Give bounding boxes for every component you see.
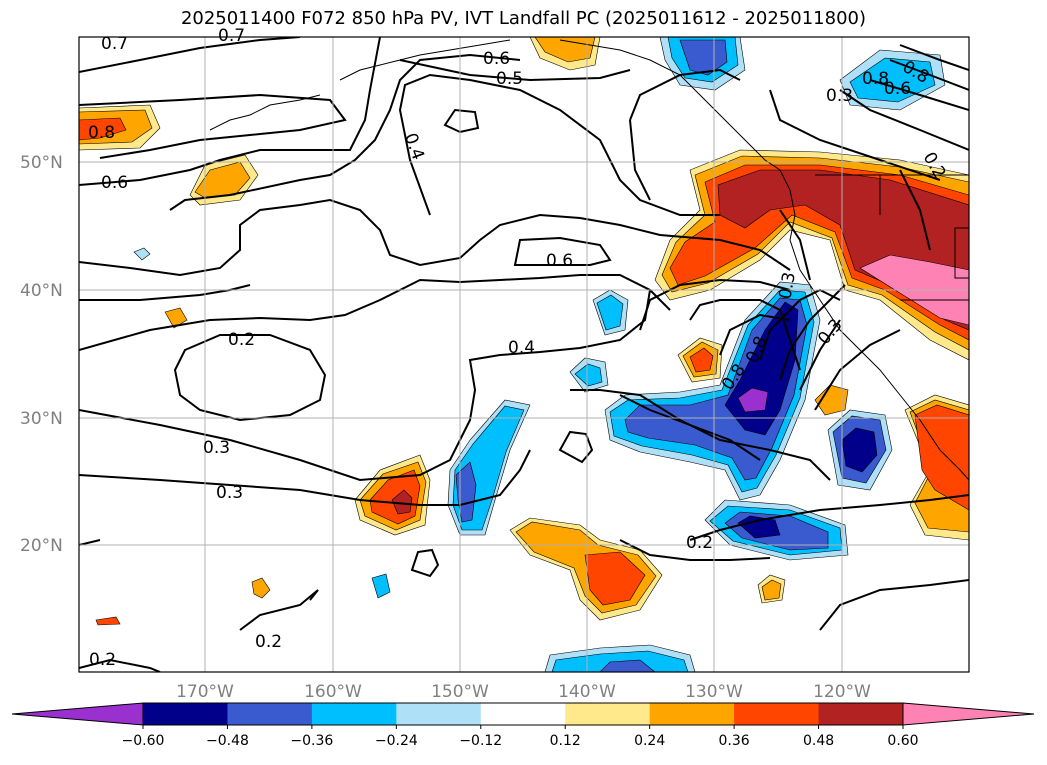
- negative-shading: [599, 659, 656, 672]
- colorbar-tick-label: −0.48: [206, 733, 249, 749]
- colorbar-tick-label: −0.12: [459, 733, 502, 749]
- lon-label: 170°W: [176, 682, 234, 702]
- colorbar-tick-label: 0.60: [887, 733, 918, 749]
- positive-shading: [814, 384, 849, 416]
- colorbar-bin: [227, 703, 313, 725]
- contour-label: 0.8: [862, 69, 889, 89]
- contour-label: 0.2: [686, 533, 713, 553]
- shaded-field: [79, 37, 969, 672]
- positive-shading: [164, 307, 188, 329]
- contour-label: 0.3: [203, 438, 230, 458]
- map-panel: [79, 37, 969, 672]
- colorbar-tick-label: −0.24: [375, 733, 418, 749]
- gridlines: [79, 37, 969, 672]
- colorbar-bin: [480, 703, 566, 725]
- negative-shading: [133, 247, 151, 261]
- longitude-axis: 170°W 160°W 150°W 140°W 130°W 120°W: [176, 682, 871, 702]
- colorbar-ticks: −0.60 −0.48 −0.36 −0.24 −0.12 0.12 0.24 0.36 0.4…: [122, 725, 919, 749]
- lon-label: 160°W: [304, 682, 362, 702]
- contour-label: 0.7: [218, 26, 245, 46]
- lat-label: 30°N: [20, 409, 63, 429]
- colorbar-bin: [734, 703, 820, 725]
- negative-shading: [371, 573, 391, 599]
- map-title: 2025011400 F072 850 hPa PV, IVT Landfall…: [180, 8, 867, 29]
- positive-shading: [689, 347, 714, 373]
- map-frame: [78, 36, 970, 673]
- colorbar-bin: [649, 703, 735, 725]
- contour-label: 0.6: [101, 173, 128, 193]
- positive-shading: [914, 404, 969, 511]
- colorbar-tick-label: 0.48: [803, 733, 834, 749]
- positive-shading: [95, 616, 121, 626]
- negative-shading: [596, 294, 624, 331]
- colorbar-bin: [143, 703, 228, 725]
- colorbar-tick-label: 0.36: [719, 733, 750, 749]
- negative-shading: [455, 461, 477, 523]
- latitude-axis: 50°N 40°N 30°N 20°N: [20, 153, 63, 556]
- colorbar-extend-high: [902, 702, 1035, 726]
- contour-label-group: 0.7 0.7 0.6 0.5 0.4 0.8 0.6 0.6 0.4 0.2 …: [88, 26, 950, 670]
- negative-shading: [679, 39, 728, 76]
- contour-label: 0.8: [88, 123, 115, 143]
- contour-label: 0.2: [89, 650, 116, 670]
- contour-label: 0.3: [775, 271, 799, 301]
- colorbar-tick-label: 0.24: [634, 733, 665, 749]
- contour-label: 0.5: [496, 69, 523, 89]
- contour-label: 0.6: [483, 49, 510, 69]
- contour-label: 0.3: [826, 86, 853, 106]
- colorbar-tick-label: 0.12: [550, 733, 581, 749]
- coastlines: [209, 39, 969, 481]
- colorbar-frame: [142, 702, 904, 726]
- colorbar-tick-label: −0.36: [290, 733, 333, 749]
- colorbar-segments: [143, 703, 904, 725]
- contour-label: 0.2: [255, 632, 282, 652]
- contour-label: 0.2: [228, 330, 255, 350]
- contour-label: 0.6: [546, 251, 573, 271]
- colorbar-tick-label: −0.60: [122, 733, 165, 749]
- colorbar-bin: [311, 703, 397, 725]
- lon-label: 130°W: [685, 682, 743, 702]
- positive-shading: [251, 577, 271, 599]
- contour-label: 0.7: [101, 34, 128, 54]
- contour-label: 0.3: [216, 483, 243, 503]
- lon-label: 150°W: [431, 682, 489, 702]
- negative-shading: [841, 427, 878, 473]
- contour-lines: [79, 37, 969, 672]
- colorbar: −0.60 −0.48 −0.36 −0.24 −0.12 0.12 0.24 0.36 0.4…: [11, 702, 1035, 749]
- contour-label: 0.4: [508, 338, 535, 358]
- lat-label: 20°N: [20, 536, 63, 556]
- colorbar-bin: [565, 703, 651, 725]
- negative-shading: [574, 363, 603, 387]
- contour-label: 0.4: [400, 130, 428, 162]
- lat-label: 50°N: [20, 153, 63, 173]
- negative-shading: [737, 387, 769, 413]
- colorbar-bin: [818, 703, 904, 725]
- positive-shading: [761, 579, 782, 601]
- lon-label: 140°W: [558, 682, 616, 702]
- positive-shading: [584, 551, 646, 606]
- positive-shading: [79, 117, 127, 141]
- colorbar-extend-low: [11, 702, 144, 726]
- contour-label: 0.6: [884, 79, 911, 99]
- lon-label: 120°W: [813, 682, 871, 702]
- colorbar-bin: [396, 703, 482, 725]
- lat-label: 40°N: [20, 281, 63, 301]
- negative-shading: [737, 515, 781, 539]
